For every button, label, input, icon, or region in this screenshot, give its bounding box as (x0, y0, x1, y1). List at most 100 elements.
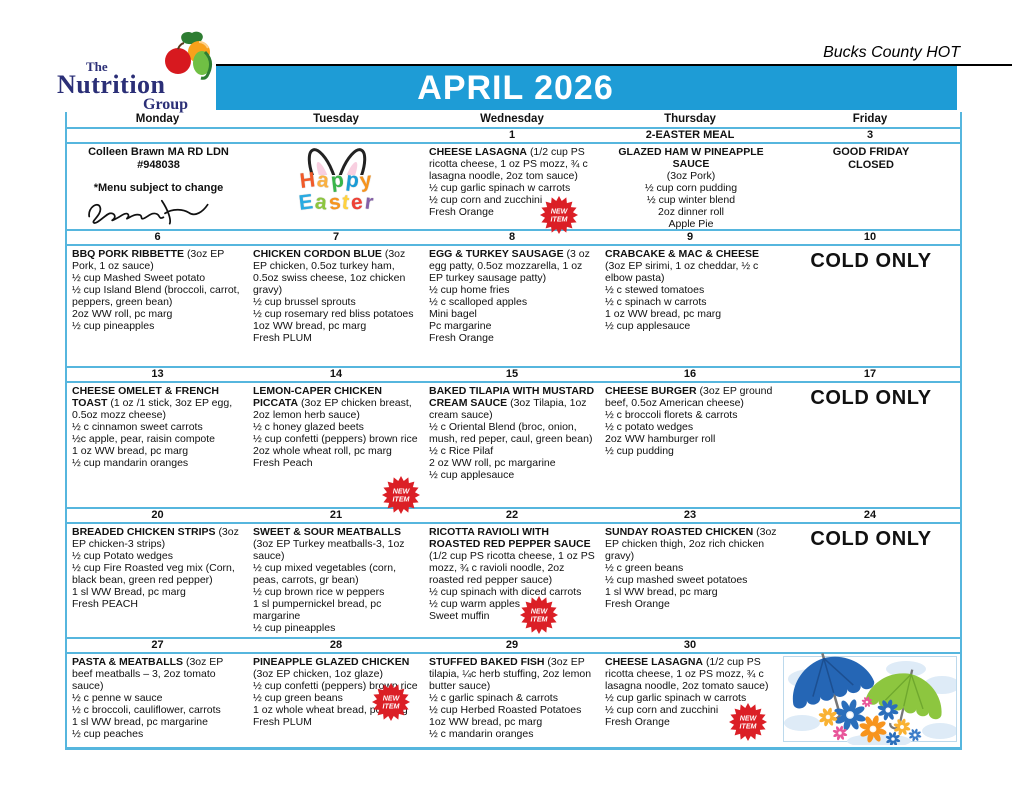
new-item-text: NEW (551, 208, 569, 216)
date-cell: 21 (329, 509, 343, 521)
menu-item: Sweet muffin (429, 610, 490, 622)
menu-item: 1oz WW bread, pc marg (253, 320, 367, 332)
day-header-thursday: Thursday (664, 113, 716, 125)
dietitian-id: #948038 (137, 159, 180, 171)
menu-portion: (3oz EP Turkey meatballs-3, 1oz sauce) (253, 538, 405, 562)
menu-title: BBQ PORK RIBBETTE (72, 248, 185, 260)
region-label: Bucks County HOT (823, 44, 960, 61)
fruit-icon (165, 31, 212, 80)
cell-cold: COLD ONLY (780, 383, 960, 507)
menu-item: 2oz dinner roll (658, 206, 724, 218)
cell-menu: CHEESE LASAGNA (1/2 cup PS ricotta chees… (424, 144, 600, 234)
date-cell: 1 (508, 129, 516, 141)
week-row: BBQ PORK RIBBETTE (3oz EP Pork, 1 oz sau… (67, 246, 960, 366)
menu-calendar: Monday Tuesday Wednesday Thursday Friday 1 2-E… (65, 112, 962, 750)
cell-note: Colleen Brawn MA RD LDN #948038 *Menu subj… (67, 144, 248, 230)
menu-item: Fresh Orange (605, 598, 670, 610)
week-row: BREADED CHICKEN STRIPS (3oz EP chicken-3… (67, 524, 960, 637)
logo-text-nutrition: Nutrition (57, 70, 166, 99)
menu-item: ½ c garlic spinach & carrots (429, 692, 558, 704)
menu-item: Fresh PLUM (253, 716, 312, 728)
day-header-monday: Monday (135, 113, 180, 125)
new-item-badge: NEW ITEM (729, 703, 767, 741)
menu-item: 2oz WW roll, pc marg (72, 308, 173, 320)
menu-title: CHEESE LASAGNA (605, 656, 704, 668)
cell-menu: PASTA & MEATBALLS (3oz EP beef meatballs… (67, 654, 248, 747)
cell-menu: RICOTTA RAVIOLI WITH ROASTED RED PEPPER … (424, 524, 600, 637)
menu-portion: (3 oz egg patty, 0.5oz mozzarella, 1 oz … (429, 248, 590, 284)
cell-cold: COLD ONLY (780, 246, 960, 366)
menu-item: ½ c spinach w carrots (605, 296, 707, 308)
date-row: 6 7 8 9 10 (67, 229, 960, 246)
menu-entry: BAKED TILAPIA WITH MUSTARD CREAM SAUCE (… (429, 385, 597, 421)
menu-portion: (3oz EP chicken, 0.5oz turkey ham, 0.5oz… (253, 248, 406, 296)
cell-menu: CHEESE BURGER (3oz EP ground beef, 0.5oz… (600, 383, 780, 507)
month-banner: APRIL 2026 (216, 66, 957, 110)
menu-item: ½ cup spinach with diced carrots (429, 586, 582, 598)
menu-item: 1oz WW bread, pc marg (429, 716, 543, 728)
header-divider-line (216, 64, 1012, 66)
menu-item: Fresh PEACH (72, 598, 138, 610)
cold-only-label: COLD ONLY (810, 387, 932, 409)
menu-item: ½ c scalloped apples (429, 296, 528, 308)
new-item-text: NEW (531, 608, 549, 616)
menu-item: ½ cup pineapples (253, 622, 336, 634)
menu-item: Fresh Orange (429, 332, 494, 344)
cell-center-menu: GLAZED HAM W PINEAPPLE SAUCE (3oz Pork) ½ … (600, 144, 780, 230)
date-row: 13 14 15 16 17 (67, 366, 960, 383)
logo-text-group: Group (143, 96, 189, 113)
closed-label: CLOSED (848, 159, 894, 171)
date-cell: 8 (508, 231, 516, 243)
menu-item: ½ cup rosemary red bliss potatoes (253, 308, 414, 320)
umbrella-art (783, 653, 957, 745)
menu-item: 2oz whole wheat roll, pc marg (253, 445, 392, 457)
menu-item: Mini bagel (429, 308, 477, 320)
logo-text-the: The (86, 59, 108, 74)
cell-menu: SUNDAY ROASTED CHICKEN (3oz EP chicken t… (600, 524, 780, 637)
new-item-text: NEW (393, 488, 411, 496)
menu-item: ½ cup corn and zucchini (605, 704, 719, 716)
date-cell (67, 129, 248, 142)
menu-portion: (3oz EP ground beef, 0.5oz American chee… (605, 385, 773, 409)
date-row: 1 2-EASTER MEAL 3 (67, 127, 960, 144)
date-cell: 6 (154, 231, 161, 243)
cell-menu: BBQ PORK RIBBETTE (3oz EP Pork, 1 oz sau… (67, 246, 248, 366)
menu-entry: EGG & TURKEY SAUSAGE (3 oz egg patty, 0.… (429, 248, 597, 284)
menu-title: SUNDAY ROASTED CHICKEN (605, 526, 754, 538)
menu-item: ½ cup mandarin oranges (72, 457, 189, 469)
menu-title: CHEESE BURGER (605, 385, 697, 397)
menu-entry: CHICKEN CORDON BLUE (3oz EP chicken, 0.5… (253, 248, 421, 296)
new-item-text: ITEM (393, 496, 411, 504)
menu-entry: STUFFED BAKED FISH (3oz EP tilapia, ¼c h… (429, 656, 597, 692)
menu-item: Fresh PLUM (253, 332, 312, 344)
cell-cold: COLD ONLY (780, 524, 960, 637)
menu-item: ½ cup Herbed Roasted Potatoes (429, 704, 582, 716)
menu-portion: (3oz EP beef meatballs – 3, 2oz tomato s… (72, 656, 224, 692)
menu-item: ½ cup home fries (429, 284, 510, 296)
page-title: APRIL 2026 (417, 68, 614, 107)
menu-item: 1 oz WW bread, pc marg (72, 445, 189, 457)
cell-menu: LEMON-CAPER CHICKEN PICCATA (3oz EP chic… (248, 383, 424, 514)
cell-menu: CHEESE OMELET & FRENCH TOAST (1 oz /1 st… (67, 383, 248, 507)
new-item-text: NEW (383, 695, 401, 703)
menu-portion: (1/2 cup PS ricotta cheese, 1 oz PS mozz… (429, 550, 595, 586)
dietitian-name: Colleen Brawn MA RD LDN (88, 146, 229, 158)
menu-item: 1 sl WW bread, pc margarine (72, 716, 208, 728)
date-cell: 24 (863, 509, 877, 521)
menu-title: SWEET & SOUR MEATBALLS (253, 526, 401, 538)
menu-item: 1 sl WW Bread, pc marg (72, 586, 186, 598)
new-item-text: ITEM (551, 216, 569, 224)
menu-item: ½ cup warm apples (429, 598, 521, 610)
date-cell: 30 (683, 639, 697, 651)
date-cell (780, 639, 960, 652)
menu-item: ½ c Rice Pilaf (429, 445, 494, 457)
cell-menu: CRABCAKE & MAC & CHEESE (3oz EP sirimi, … (600, 246, 780, 366)
cell-menu: CHICKEN CORDON BLUE (3oz EP chicken, 0.5… (248, 246, 424, 366)
cell-menu: SWEET & SOUR MEATBALLS (3oz EP Turkey me… (248, 524, 424, 637)
menu-title: PINEAPPLE GLAZED CHICKEN (253, 656, 410, 668)
menu-title: GLAZED HAM W PINEAPPLE SAUCE (618, 146, 764, 170)
menu-item: ½ cup mixed vegetables (corn, peas, carr… (253, 562, 396, 586)
signature (88, 199, 209, 225)
